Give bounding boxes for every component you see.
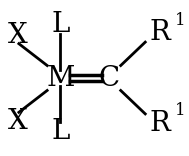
- Text: L: L: [51, 117, 70, 145]
- Text: L: L: [51, 11, 70, 39]
- Text: M: M: [46, 64, 74, 92]
- Text: C: C: [99, 64, 120, 92]
- Text: X: X: [8, 22, 27, 49]
- Text: R: R: [149, 19, 170, 46]
- Text: X: X: [8, 108, 27, 135]
- Text: 1: 1: [175, 102, 186, 119]
- Text: R: R: [149, 110, 170, 137]
- Text: 1: 1: [175, 12, 186, 29]
